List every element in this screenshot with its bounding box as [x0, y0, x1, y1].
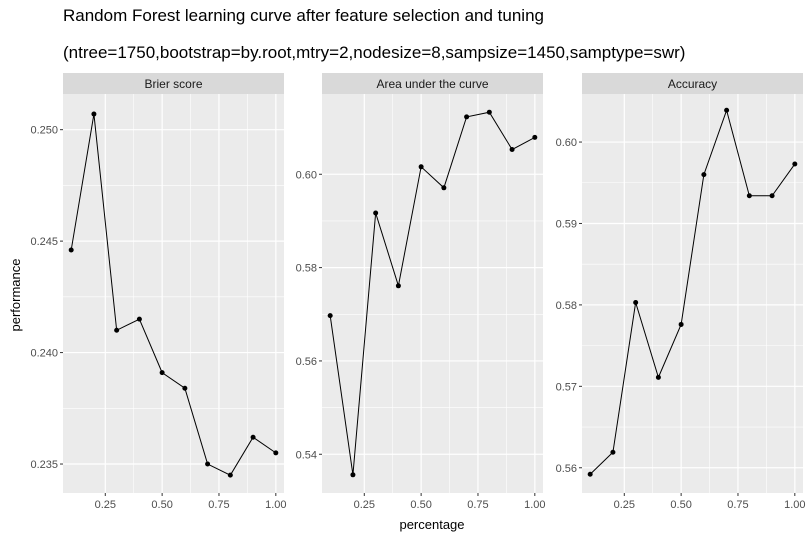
y-tick-label: 0.57	[556, 381, 577, 393]
x-tick-label: 1.00	[265, 499, 286, 511]
data-point	[68, 247, 74, 253]
facet-strip-label: Brier score	[144, 77, 202, 91]
x-tick-label: 0.25	[354, 499, 375, 511]
data-point	[350, 472, 356, 478]
facet-strip-label: Area under the curve	[376, 77, 488, 91]
data-point	[509, 147, 515, 153]
y-tick-label: 0.245	[30, 236, 58, 248]
x-tick-label: 0.50	[151, 499, 172, 511]
x-tick-label: 0.25	[614, 499, 635, 511]
data-point	[678, 321, 684, 327]
y-tick-label: 0.58	[556, 300, 577, 312]
data-point	[441, 185, 447, 191]
data-point	[395, 283, 401, 289]
data-point	[769, 193, 775, 199]
data-point	[610, 449, 616, 455]
series-line	[70, 113, 277, 476]
y-tick-label: 0.58	[296, 263, 317, 275]
data-point	[464, 114, 470, 120]
facet-strip	[63, 73, 284, 94]
y-tick-label: 0.60	[296, 169, 317, 181]
y-tick-label: 0.56	[556, 463, 577, 475]
data-point	[91, 111, 97, 117]
x-tick-label: 0.75	[467, 499, 488, 511]
data-point	[136, 316, 142, 322]
data-point	[182, 385, 188, 391]
data-point	[273, 450, 279, 456]
x-tick-label: 1.00	[784, 499, 805, 511]
facet-strip-label: Accuracy	[668, 77, 717, 91]
data-point	[373, 210, 379, 216]
panel-background	[322, 94, 543, 493]
y-tick-label: 0.54	[296, 449, 317, 461]
data-point	[227, 472, 233, 478]
y-tick-label: 0.59	[556, 218, 577, 230]
data-point	[486, 109, 492, 115]
data-point	[418, 164, 424, 170]
y-tick-label: 0.235	[30, 459, 58, 471]
data-point	[701, 172, 707, 178]
x-tick-label: 0.75	[208, 499, 229, 511]
data-point	[250, 434, 256, 440]
data-point	[746, 193, 752, 199]
facet-strip	[582, 73, 803, 94]
facet-strip	[322, 73, 543, 94]
data-point	[587, 471, 593, 477]
series-line	[589, 108, 796, 475]
series-line	[329, 111, 536, 475]
data-point	[159, 370, 165, 376]
data-point	[724, 107, 730, 113]
chart-title: Random Forest learning curve after featu…	[63, 6, 544, 25]
x-tick-label: 1.00	[524, 499, 545, 511]
x-tick-label: 0.50	[410, 499, 431, 511]
data-point	[327, 313, 333, 319]
y-axis-title: performance	[8, 259, 23, 332]
data-point	[532, 134, 538, 140]
x-tick-label: 0.75	[727, 499, 748, 511]
data-point	[655, 374, 661, 380]
data-point	[792, 161, 798, 167]
y-tick-label: 0.56	[296, 356, 317, 368]
data-point	[114, 327, 120, 333]
y-tick-label: 0.240	[30, 348, 58, 360]
data-point	[205, 461, 211, 467]
y-tick-label: 0.60	[556, 137, 577, 149]
x-axis-title: percentage	[399, 517, 464, 532]
panel-background	[63, 94, 284, 493]
data-point	[633, 299, 639, 305]
x-tick-label: 0.25	[95, 499, 116, 511]
panel-background	[582, 94, 803, 493]
chart-subtitle: (ntree=1750,bootstrap=by.root,mtry=2,nod…	[63, 43, 686, 62]
y-tick-label: 0.250	[30, 125, 58, 137]
x-tick-label: 0.50	[670, 499, 691, 511]
